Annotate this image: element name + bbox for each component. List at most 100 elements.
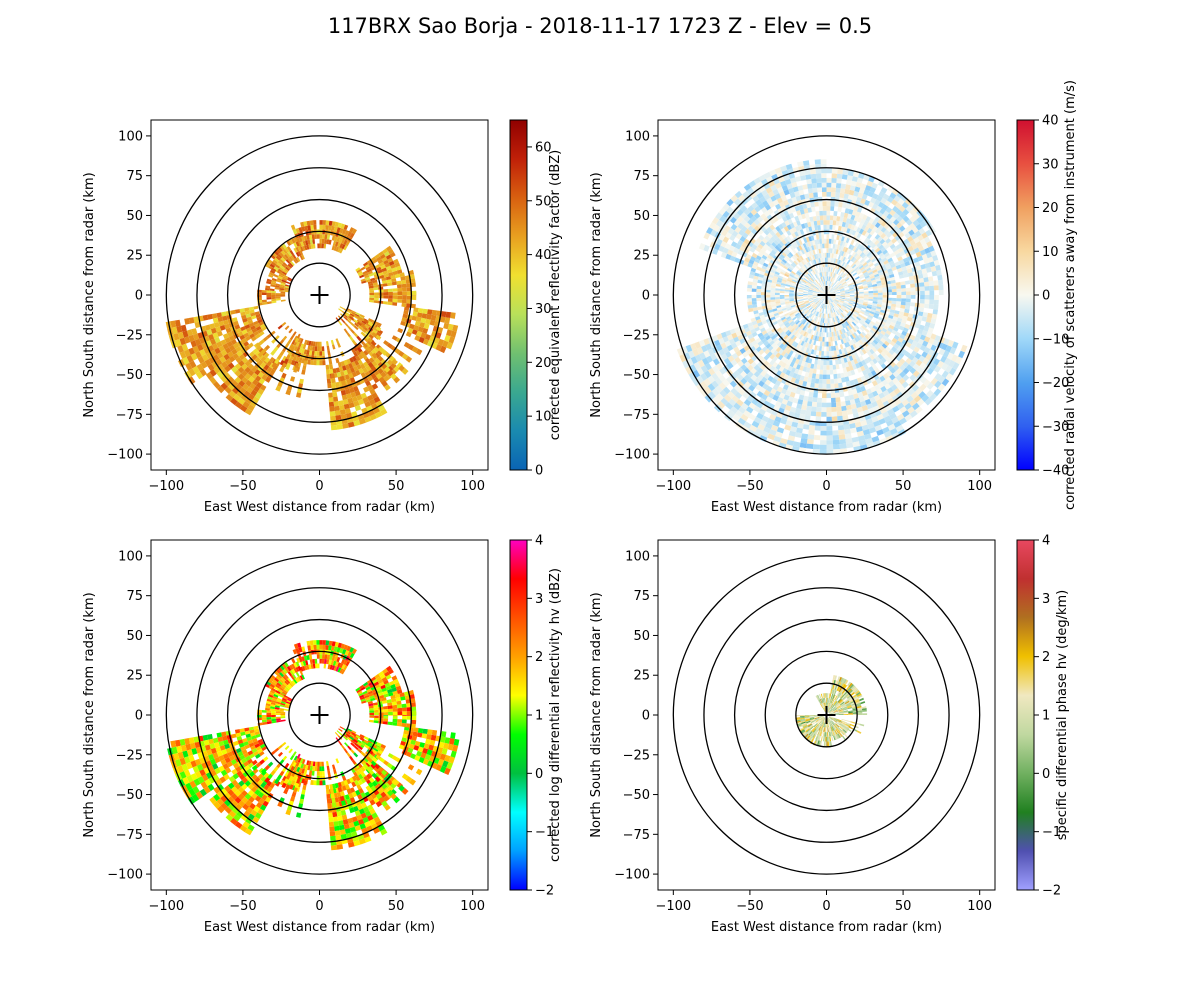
echo-cell xyxy=(836,397,841,402)
echo-cell xyxy=(929,286,934,291)
echo-cell xyxy=(320,342,322,347)
echo-cell xyxy=(814,202,818,207)
echo-cell xyxy=(747,298,752,302)
echo-cell xyxy=(813,444,820,449)
echo-cell xyxy=(827,215,831,220)
echo-cell xyxy=(883,290,888,293)
echo-cell xyxy=(332,344,336,349)
echo-cell xyxy=(296,392,301,398)
echo-cell xyxy=(828,309,830,314)
echo-cell xyxy=(829,346,832,351)
echo-cell xyxy=(933,280,938,285)
echo-cell xyxy=(340,409,346,415)
echo-cell xyxy=(925,286,930,291)
echo-cell xyxy=(919,303,924,308)
echo-cell xyxy=(825,267,826,272)
echo-cell xyxy=(374,292,379,295)
echo-cell xyxy=(817,398,822,403)
echo-cell xyxy=(817,225,821,230)
echo-cell xyxy=(784,295,789,297)
echo-cell xyxy=(827,244,829,249)
echo-cell xyxy=(253,306,258,310)
echo-cell xyxy=(288,329,293,334)
echo-cell xyxy=(837,411,843,416)
colorbar-tick-label: 40 xyxy=(1042,114,1059,129)
echo-cell xyxy=(805,170,811,176)
echo-cell xyxy=(757,286,762,290)
x-tick-label: 0 xyxy=(822,479,830,494)
echo-cell xyxy=(815,426,821,431)
echo-cell xyxy=(432,310,437,316)
echo-cell xyxy=(837,169,843,174)
echo-cell xyxy=(825,337,827,342)
echo-cell xyxy=(329,402,334,407)
echo-cell xyxy=(827,225,830,230)
echo-cell xyxy=(842,410,848,415)
echo-cell xyxy=(844,424,851,430)
echo-cell xyxy=(827,375,831,380)
echo-cell xyxy=(832,412,838,417)
y-tick-label: −100 xyxy=(107,448,143,463)
echo-cell xyxy=(827,365,830,370)
echo-cell xyxy=(322,239,325,244)
echo-cell xyxy=(823,220,826,225)
echo-cell xyxy=(331,383,336,388)
echo-cell xyxy=(910,302,915,306)
echo-cell xyxy=(313,225,316,230)
echo-cell xyxy=(752,289,757,292)
echo-cell xyxy=(393,296,398,300)
echo-cell xyxy=(271,297,276,299)
echo-cell xyxy=(320,234,323,239)
echo-cell xyxy=(285,325,290,330)
echo-cell xyxy=(836,407,842,412)
echo-cell xyxy=(317,347,320,352)
echo-cell xyxy=(829,360,832,365)
echo-cell xyxy=(817,365,821,370)
echo-cell xyxy=(929,300,934,305)
echo-cell xyxy=(337,424,344,430)
echo-cell xyxy=(839,439,846,444)
echo-cell xyxy=(932,314,938,320)
echo-cell xyxy=(276,298,281,300)
echo-cell xyxy=(207,314,213,320)
echo-cell xyxy=(832,430,838,435)
echo-cell xyxy=(809,193,814,198)
echo-cell xyxy=(830,215,834,220)
echo-cell xyxy=(847,259,851,264)
echo-cell xyxy=(831,398,836,403)
echo-cell xyxy=(827,435,833,440)
echo-cell xyxy=(845,433,852,439)
echo-cell xyxy=(803,296,808,297)
echo-cell xyxy=(838,202,843,207)
echo-cell xyxy=(426,314,432,320)
echo-cell xyxy=(873,295,878,297)
echo-cell xyxy=(281,295,286,297)
echo-cell xyxy=(934,300,939,305)
colorbar-label: corrected equivalent reflectivity factor… xyxy=(548,150,563,441)
echo-cell xyxy=(814,360,818,365)
echo-cell xyxy=(286,281,291,284)
echo-cell xyxy=(835,192,840,197)
echo-cell xyxy=(418,308,423,313)
echo-cell xyxy=(334,406,340,411)
echo-cell xyxy=(830,384,834,389)
echo-cell xyxy=(827,332,829,337)
echo-cell xyxy=(873,297,878,300)
colorbar-tick-label: 30 xyxy=(1042,157,1059,172)
echo-cell xyxy=(393,288,398,292)
echo-cell xyxy=(830,206,834,211)
echo-cell xyxy=(827,440,834,445)
echo-cell xyxy=(450,312,456,319)
y-tick-label: −25 xyxy=(116,328,143,343)
echo-cell xyxy=(780,291,785,293)
echo-cell xyxy=(833,365,837,370)
echo-cell xyxy=(827,267,828,272)
echo-cell xyxy=(320,244,322,249)
echo-cell xyxy=(827,347,830,352)
echo-cell xyxy=(827,248,829,253)
y-tick-label: 50 xyxy=(126,209,143,224)
echo-cell xyxy=(906,291,911,295)
echo-cell xyxy=(388,296,393,299)
